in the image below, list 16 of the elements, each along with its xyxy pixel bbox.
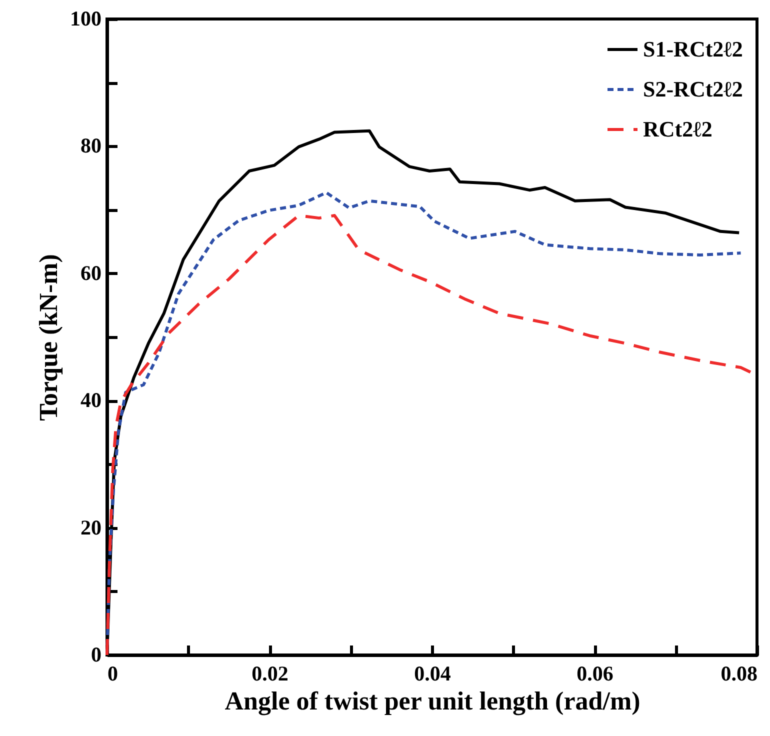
y-axis-title: Torque (kN-m) <box>34 254 63 421</box>
y-tick-label: 60 <box>80 260 102 285</box>
x-tick-label: 0.02 <box>252 662 288 686</box>
legend-label: RCt2ℓ2 <box>643 116 712 142</box>
legend-label: S1-RCt2ℓ2 <box>643 36 743 62</box>
x-tick-label: 0.04 <box>414 662 452 686</box>
x-tick-label: 0 <box>108 662 118 686</box>
x-axis-title: Angle of twist per unit length (rad/m) <box>224 686 640 716</box>
y-tick-label: 100 <box>70 6 102 30</box>
y-tick-label: 0 <box>91 642 102 666</box>
x-tick-label: 0.06 <box>576 662 614 686</box>
y-tick-label: 20 <box>80 515 102 540</box>
legend-label: S2-RCt2ℓ2 <box>643 76 743 102</box>
x-tick-label: 0.08 <box>720 662 758 686</box>
y-tick-label: 80 <box>80 134 102 158</box>
y-tick-label: 40 <box>80 388 102 412</box>
